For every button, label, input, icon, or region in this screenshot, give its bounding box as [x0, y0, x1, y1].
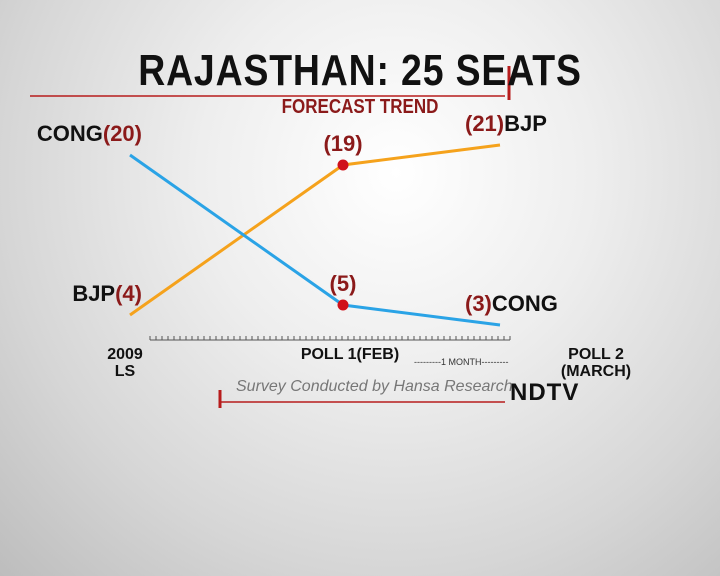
x-tick-label: POLL 2 (MARCH)	[560, 346, 632, 380]
value-label: (5)	[329, 271, 357, 296]
data-label: (5)	[330, 271, 357, 297]
value-label: (3)	[465, 291, 492, 316]
data-label: (19)	[323, 131, 362, 157]
chart-subtitle: FORECAST TREND	[281, 96, 439, 118]
logo: NDTV	[510, 379, 580, 406]
series-name: CONG	[36, 121, 103, 146]
data-point	[337, 159, 349, 171]
series-name: BJP	[72, 281, 116, 306]
data-label: BJP (4)	[72, 281, 142, 307]
series-name: CONG	[491, 291, 558, 316]
x-tick-label: POLL 1(FEB)	[300, 346, 400, 363]
x-axis	[149, 336, 511, 341]
series-line	[129, 143, 501, 317]
value-label: (20)	[102, 121, 142, 146]
value-label: (4)	[115, 281, 142, 306]
x-tick-label: 2009 LS	[107, 346, 143, 380]
value-label: (19)	[323, 131, 363, 156]
series-line	[129, 153, 501, 327]
annotation: ---------1 MONTH---------	[414, 357, 509, 367]
data-point	[337, 299, 349, 311]
data-label: CONG (20)	[37, 121, 142, 147]
data-label: (21) BJP	[465, 111, 547, 137]
value-label: (21)	[465, 111, 505, 136]
chart-title: RAJASTHAN: 25 SEATS	[138, 46, 582, 95]
series-name: BJP	[504, 111, 547, 136]
source: Survey Conducted by Hansa Research	[236, 378, 513, 395]
data-label: (3) CONG	[465, 291, 558, 317]
